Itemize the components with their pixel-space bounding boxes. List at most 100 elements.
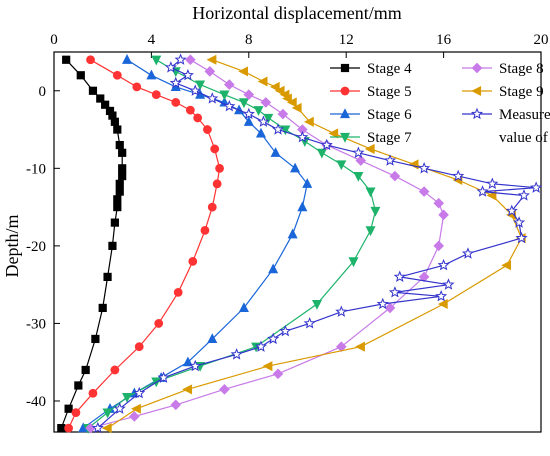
data-point xyxy=(476,185,489,197)
y-tick-label: -30 xyxy=(26,316,46,332)
data-point xyxy=(352,146,365,158)
data-point xyxy=(169,76,182,89)
data-point xyxy=(408,159,419,170)
data-point xyxy=(173,288,183,297)
data-point xyxy=(64,423,74,433)
data-point xyxy=(365,226,376,237)
data-point xyxy=(118,171,127,181)
x-axis-title: Horizontal displacement/mm xyxy=(192,3,401,23)
data-point xyxy=(257,76,268,87)
data-point xyxy=(170,399,182,411)
y-tick-label: 0 xyxy=(39,84,47,100)
data-point xyxy=(268,263,279,274)
legend-marker xyxy=(470,107,484,120)
data-point xyxy=(515,231,528,244)
data-point xyxy=(433,240,445,252)
legend-label: Stage 5 xyxy=(367,84,412,100)
data-point xyxy=(131,403,141,414)
data-point xyxy=(206,92,219,104)
data-point xyxy=(384,302,396,314)
y-tick-label: -20 xyxy=(26,239,46,255)
data-point xyxy=(355,341,365,352)
data-point xyxy=(157,371,170,383)
data-point xyxy=(189,359,202,372)
data-point xyxy=(260,97,272,108)
data-point xyxy=(418,161,431,174)
data-point xyxy=(108,241,117,250)
data-point xyxy=(174,53,187,65)
data-point xyxy=(296,130,309,143)
y-axis-title: Depth/m xyxy=(2,215,22,278)
data-point xyxy=(91,334,100,344)
data-point xyxy=(238,66,249,77)
data-point xyxy=(297,201,308,212)
data-point xyxy=(433,197,445,209)
data-point xyxy=(133,386,146,399)
data-point xyxy=(115,179,124,188)
legend-label: Stage 4 xyxy=(367,61,412,77)
data-point xyxy=(204,66,216,77)
data-point xyxy=(291,102,302,113)
data-point xyxy=(336,160,347,171)
data-point xyxy=(189,84,202,96)
data-point xyxy=(316,148,327,159)
data-point xyxy=(195,80,206,91)
data-point xyxy=(437,258,450,271)
x-tick-label: 12 xyxy=(339,32,354,48)
data-point xyxy=(418,271,430,283)
data-point xyxy=(335,305,348,317)
data-point xyxy=(181,68,194,81)
data-point xyxy=(188,256,198,266)
y-tick-label: -40 xyxy=(26,394,46,410)
data-point xyxy=(57,424,66,433)
series-line xyxy=(90,59,445,429)
legend-item: Stage 8 xyxy=(462,61,544,77)
data-point xyxy=(134,342,144,352)
data-point xyxy=(76,71,85,80)
data-point xyxy=(418,186,430,197)
data-point xyxy=(255,127,266,138)
data-point xyxy=(290,162,301,173)
data-point xyxy=(146,69,157,80)
data-point xyxy=(277,108,289,120)
series-7 xyxy=(91,53,543,434)
data-point xyxy=(501,260,512,271)
data-point xyxy=(113,402,126,414)
series-1 xyxy=(57,55,127,433)
data-point xyxy=(328,128,339,139)
legend-marker xyxy=(339,108,351,119)
data-point xyxy=(438,209,449,221)
data-point xyxy=(437,299,448,310)
x-tick-label: 20 xyxy=(534,32,549,48)
data-point xyxy=(101,423,112,434)
data-point xyxy=(203,125,212,134)
data-point xyxy=(452,169,465,182)
data-point xyxy=(151,55,162,66)
data-point xyxy=(389,170,401,182)
data-point xyxy=(238,302,249,313)
legend-label: Stage 8 xyxy=(499,61,544,77)
data-point xyxy=(81,365,90,375)
data-point xyxy=(164,61,177,73)
data-point xyxy=(393,270,406,283)
data-point xyxy=(282,93,292,104)
data-point xyxy=(113,125,122,134)
data-point xyxy=(215,163,224,173)
data-point xyxy=(486,190,497,201)
data-point xyxy=(388,286,401,298)
series-layer xyxy=(57,53,543,434)
data-point xyxy=(96,94,105,103)
data-point xyxy=(110,365,120,375)
data-point xyxy=(442,278,455,290)
legend-item: Stage 7 xyxy=(330,130,412,146)
legend-label: Stage 7 xyxy=(367,130,412,146)
data-point xyxy=(486,177,499,189)
legend-item: Stage 5 xyxy=(330,84,412,100)
series-line xyxy=(87,59,377,429)
data-point xyxy=(461,247,474,259)
data-point xyxy=(206,54,217,65)
data-point xyxy=(122,393,133,403)
data-point xyxy=(348,257,359,268)
y-tick-label: -10 xyxy=(26,161,46,177)
